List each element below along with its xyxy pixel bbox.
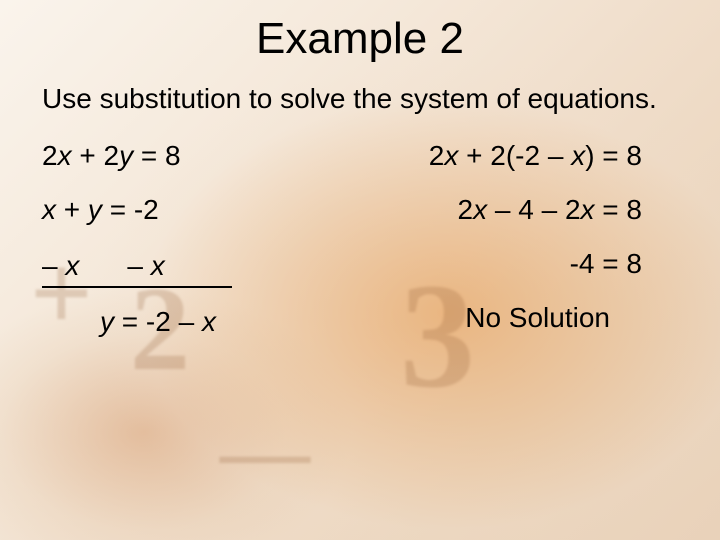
var-x: x: [58, 140, 72, 171]
left-eq-1: 2x + 2y = 8: [42, 142, 322, 170]
txt: = -2 –: [114, 306, 202, 337]
var-x: x: [581, 194, 595, 225]
subtract-rule: [42, 286, 232, 288]
txt: + 2(-2 –: [458, 140, 571, 171]
txt: + 2: [72, 140, 119, 171]
no-solution: No Solution: [338, 304, 678, 332]
txt: ) = 8: [585, 140, 642, 171]
var-y: y: [88, 194, 102, 225]
var-y: y: [100, 306, 114, 337]
var-x: x: [202, 306, 216, 337]
left-column: 2x + 2y = 8 x + y = -2 – x – x y = -2 – …: [42, 142, 322, 362]
txt: – 4 – 2: [487, 194, 580, 225]
txt: –: [42, 250, 65, 281]
txt: = -2: [102, 194, 159, 225]
txt: = 8: [595, 194, 642, 225]
left-subtract-row: – x – x: [42, 250, 322, 282]
right-eq-3: -4 = 8: [338, 250, 678, 278]
left-result: y = -2 – x: [42, 308, 322, 336]
sub-right: – x: [127, 250, 164, 282]
var-x: x: [444, 140, 458, 171]
txt: 2: [429, 140, 445, 171]
instruction-text: Use substitution to solve the system of …: [42, 82, 678, 116]
var-x: x: [571, 140, 585, 171]
equation-columns: 2x + 2y = 8 x + y = -2 – x – x y = -2 – …: [42, 142, 678, 362]
right-column: 2x + 2(-2 – x) = 8 2x – 4 – 2x = 8 -4 = …: [338, 142, 678, 362]
sub-left: – x: [42, 250, 79, 282]
txt: 2: [458, 194, 474, 225]
slide-content: Example 2 Use substitution to solve the …: [0, 0, 720, 540]
var-x: x: [42, 194, 56, 225]
slide-title: Example 2: [42, 14, 678, 64]
txt: –: [127, 250, 150, 281]
txt: 2: [42, 140, 58, 171]
right-eq-2: 2x – 4 – 2x = 8: [338, 196, 678, 224]
txt: +: [56, 194, 88, 225]
right-eq-1: 2x + 2(-2 – x) = 8: [338, 142, 678, 170]
txt: = 8: [133, 140, 180, 171]
var-x: x: [473, 194, 487, 225]
var-x: x: [65, 250, 79, 281]
left-eq-2: x + y = -2: [42, 196, 322, 224]
var-y: y: [119, 140, 133, 171]
var-x: x: [151, 250, 165, 281]
